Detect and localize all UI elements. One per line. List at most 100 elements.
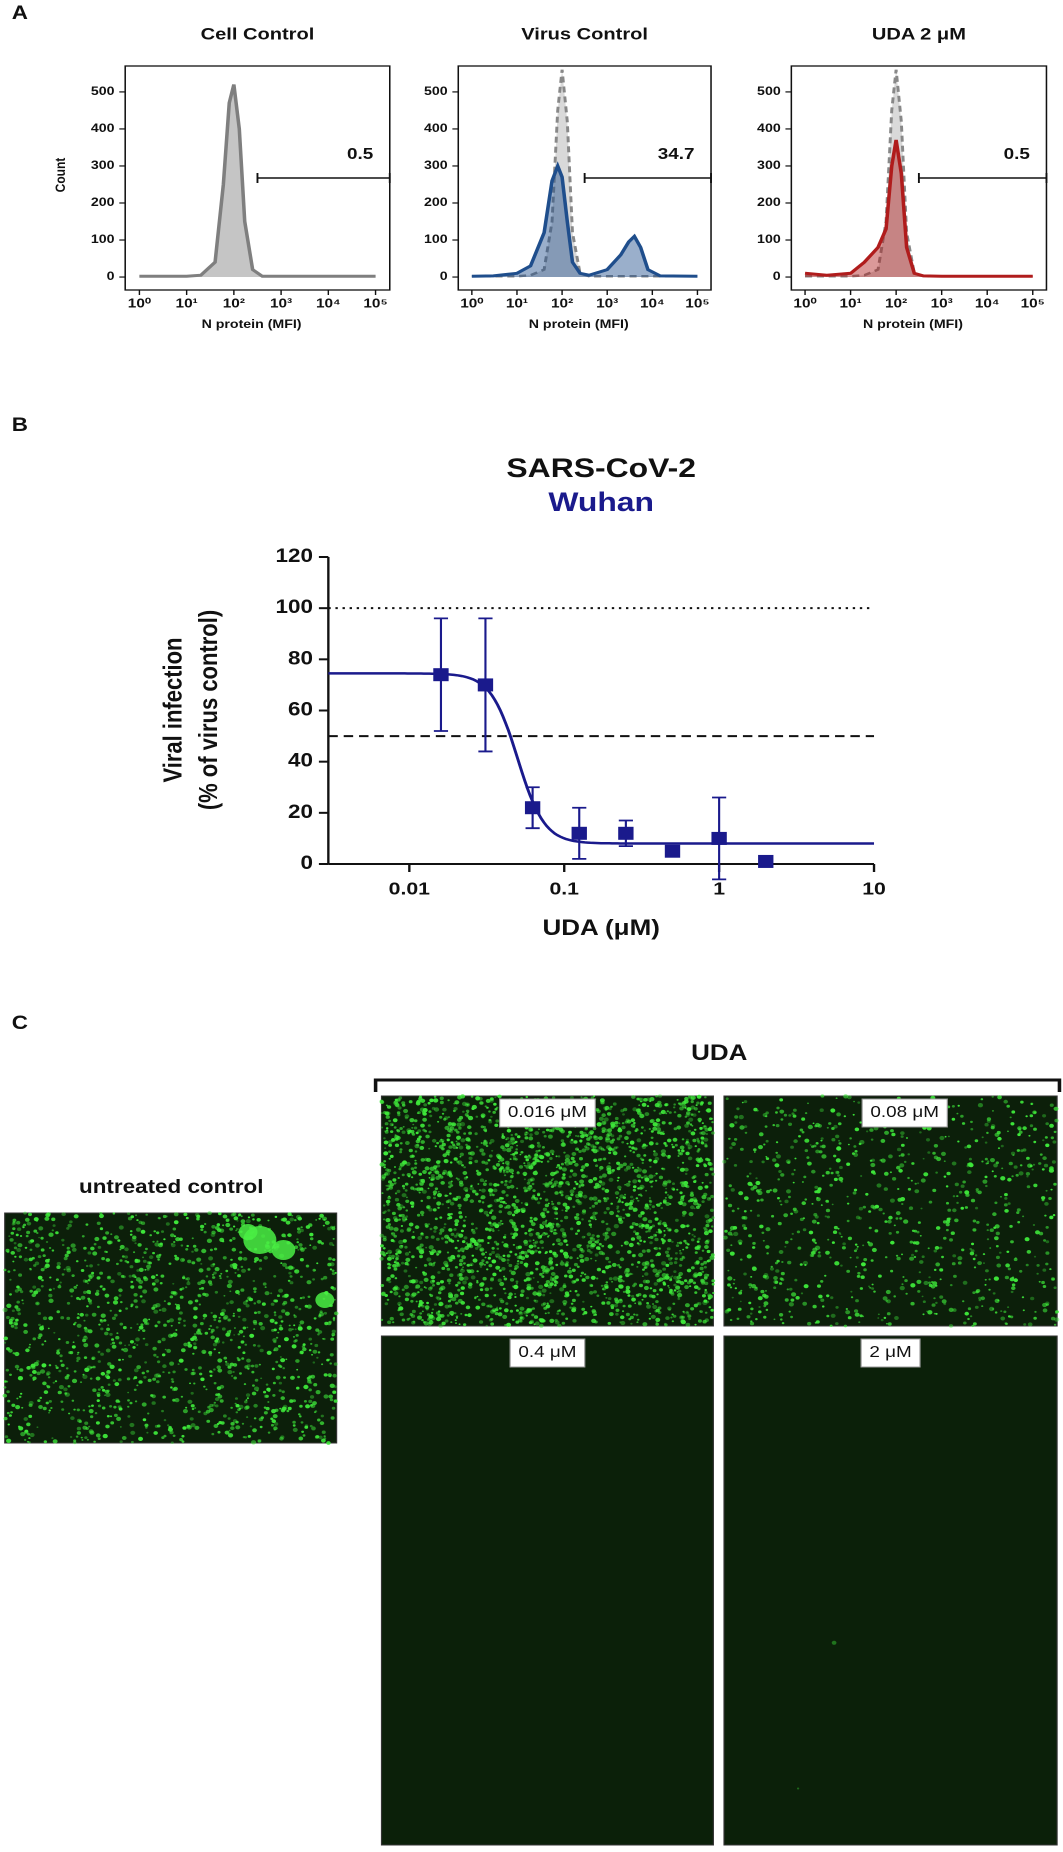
cell	[561, 1312, 565, 1316]
cell	[272, 1338, 277, 1342]
cell	[874, 1204, 880, 1209]
cell	[100, 1352, 104, 1356]
cell	[494, 1096, 497, 1099]
cell	[806, 1156, 810, 1159]
cell	[603, 1122, 606, 1124]
cell	[602, 1148, 606, 1152]
cell	[454, 1246, 458, 1250]
cell	[18, 1255, 23, 1259]
cell	[576, 1220, 582, 1226]
cell	[935, 1171, 938, 1174]
cell	[784, 1245, 787, 1248]
cell	[682, 1321, 686, 1324]
cell	[106, 1415, 110, 1418]
cell	[456, 1138, 460, 1141]
cell	[679, 1281, 685, 1285]
cell	[216, 1365, 221, 1370]
cell	[455, 1140, 458, 1143]
cell	[616, 1205, 620, 1208]
cell	[690, 1205, 695, 1210]
cell	[134, 1259, 139, 1264]
cell	[617, 1278, 623, 1283]
cell	[777, 1221, 782, 1226]
cell	[570, 1096, 574, 1100]
cell	[994, 1311, 998, 1314]
cell	[693, 1128, 697, 1131]
cell	[694, 1145, 697, 1148]
cell	[463, 1219, 466, 1222]
cell	[831, 1127, 835, 1130]
cell	[16, 1285, 20, 1289]
cell	[613, 1303, 619, 1308]
cell	[569, 1169, 574, 1173]
cell	[252, 1384, 255, 1387]
cell	[695, 1104, 698, 1106]
cell	[673, 1103, 676, 1106]
cell	[273, 1340, 277, 1344]
cell	[752, 1241, 756, 1245]
cell	[832, 1230, 838, 1234]
cell	[470, 1095, 474, 1098]
cell	[632, 1185, 637, 1189]
cell	[578, 1150, 582, 1153]
cell	[465, 1137, 471, 1142]
cell	[455, 1283, 459, 1287]
cell	[71, 1399, 75, 1402]
y-tick-label: 500	[91, 84, 115, 98]
cell	[642, 1169, 648, 1174]
cell	[92, 1365, 95, 1369]
cell	[57, 1390, 62, 1395]
cell	[190, 1423, 196, 1428]
cell	[775, 1124, 780, 1128]
cell	[898, 1168, 903, 1173]
cell	[439, 1216, 443, 1219]
cell	[618, 1122, 621, 1125]
cell	[448, 1216, 453, 1220]
cell	[677, 1296, 680, 1299]
cell	[475, 1115, 479, 1118]
cell	[396, 1189, 401, 1193]
cell	[804, 1198, 808, 1201]
cell	[99, 1319, 103, 1322]
cell	[516, 1260, 520, 1263]
cell	[283, 1337, 289, 1342]
cell	[775, 1141, 779, 1144]
cell	[209, 1370, 213, 1373]
cell	[574, 1180, 577, 1183]
cell	[656, 1252, 662, 1257]
cell	[457, 1203, 462, 1208]
cell	[404, 1116, 409, 1120]
cell	[563, 1254, 570, 1259]
cell	[636, 1138, 642, 1143]
cell	[638, 1104, 641, 1106]
cell	[382, 1235, 387, 1239]
cell	[820, 1139, 823, 1142]
cell	[897, 1197, 903, 1202]
cell	[441, 1139, 445, 1142]
cell	[845, 1310, 851, 1315]
cell	[492, 1272, 497, 1277]
cell	[801, 1181, 804, 1183]
cell	[449, 1161, 453, 1164]
cell	[393, 1166, 397, 1168]
cell	[653, 1174, 656, 1177]
cell	[306, 1325, 312, 1330]
cell	[951, 1105, 955, 1108]
cell	[414, 1225, 420, 1230]
cell	[612, 1102, 617, 1106]
cell	[136, 1269, 140, 1272]
cell	[517, 1318, 522, 1323]
cell	[66, 1268, 72, 1273]
cell	[439, 1096, 444, 1101]
cell	[532, 1291, 538, 1296]
cell	[515, 1148, 518, 1151]
cell	[583, 1311, 588, 1315]
cell	[863, 1258, 868, 1262]
cell	[629, 1225, 634, 1229]
cell	[1003, 1099, 1008, 1104]
cell	[995, 1231, 1000, 1236]
cell	[435, 1170, 440, 1175]
cell	[952, 1208, 957, 1213]
cell	[177, 1317, 182, 1321]
cell	[668, 1261, 673, 1266]
